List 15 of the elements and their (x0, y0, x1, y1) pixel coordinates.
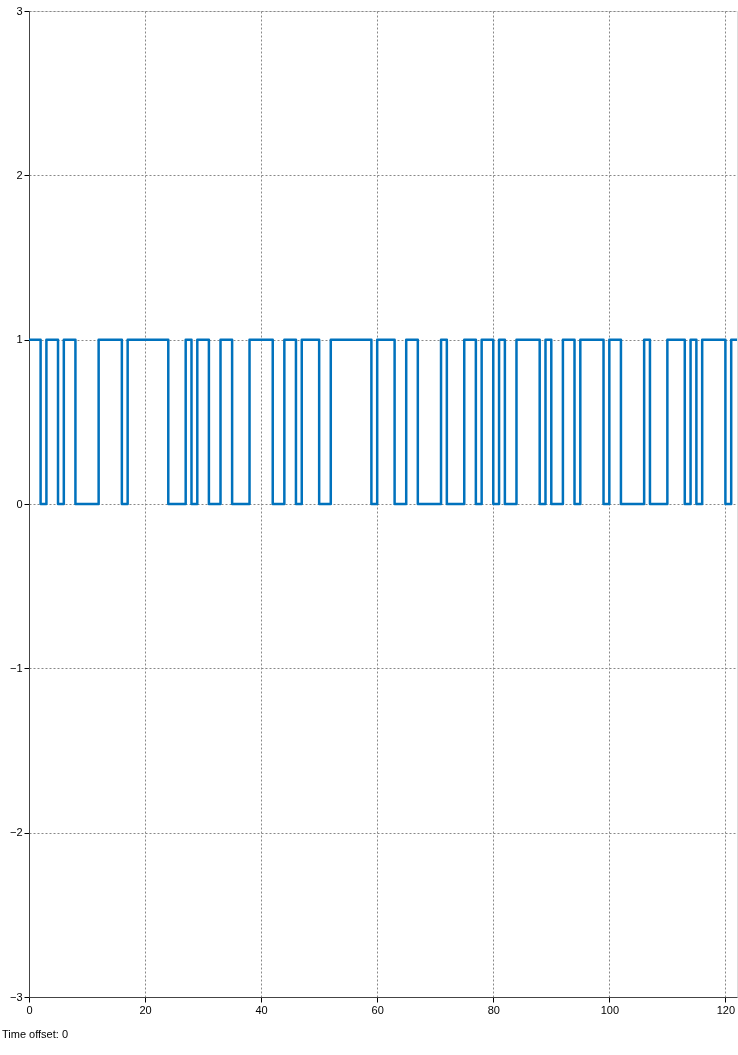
y-tick-label: −1 (9, 661, 23, 674)
x-tick-label: 40 (255, 1003, 268, 1016)
y-tick-label: 1 (16, 333, 23, 346)
x-tick-label: 100 (600, 1003, 620, 1016)
y-tick-label: −3 (9, 990, 23, 1003)
x-tick-label: 120 (716, 1003, 736, 1016)
x-tick-label: 0 (26, 1003, 33, 1016)
y-tick-label: 2 (16, 168, 23, 181)
x-tick-label: 60 (371, 1003, 384, 1016)
x-tick-label: 80 (487, 1003, 500, 1016)
y-tick-label: 0 (16, 497, 23, 510)
x-tick-label: 20 (139, 1003, 152, 1016)
text: Time offset: 0 (2, 1028, 69, 1040)
y-tick-label: −2 (9, 826, 23, 839)
y-tick-label: 3 (16, 4, 23, 17)
